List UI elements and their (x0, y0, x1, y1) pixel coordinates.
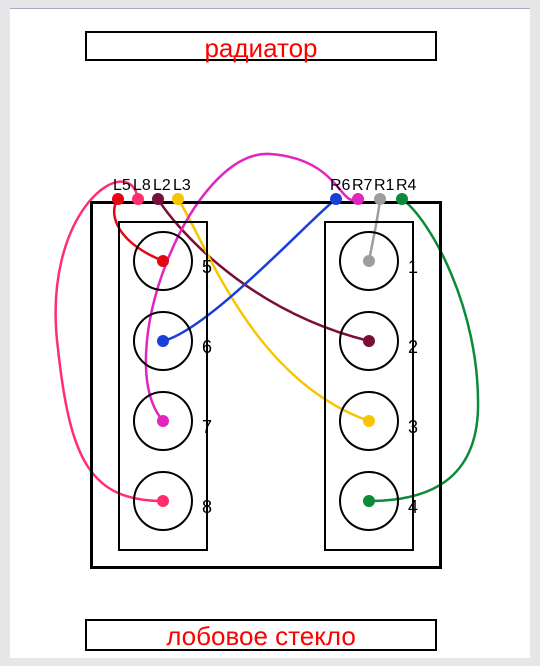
cylinder-7-number: 7 (202, 417, 212, 438)
cylinder-8-number: 8 (202, 497, 212, 518)
terminal-R6-dot (330, 193, 342, 205)
cylinder-4-number: 4 (408, 497, 418, 518)
cylinder-3-number: 3 (408, 417, 418, 438)
terminal-R1-dot (374, 193, 386, 205)
cylinder-1-number: 1 (408, 257, 418, 278)
terminal-R7-label: R7 (352, 177, 372, 195)
terminal-R1-label: R1 (374, 177, 394, 195)
cylinder-7-dot (157, 415, 169, 427)
terminal-R4-label: R4 (396, 177, 416, 195)
frame: радиатор 56781234 L5L8L2L3R6R7R1R4 лобов… (0, 0, 540, 666)
cylinder-6-dot (157, 335, 169, 347)
windshield-label: лобовое стекло (166, 621, 356, 651)
paper: радиатор 56781234 L5L8L2L3R6R7R1R4 лобов… (10, 8, 530, 658)
cylinder-2-number: 2 (408, 337, 418, 358)
terminal-R6-label: R6 (330, 177, 350, 195)
terminal-L2-dot (152, 193, 164, 205)
cylinder-2-dot (363, 335, 375, 347)
cylinder-5-dot (157, 255, 169, 267)
cylinder-5-number: 5 (202, 257, 212, 278)
windshield-label-box: лобовое стекло (85, 619, 437, 651)
terminal-L5-dot (112, 193, 124, 205)
cylinder-4-dot (363, 495, 375, 507)
terminal-L8-dot (132, 193, 144, 205)
cylinder-8-dot (157, 495, 169, 507)
terminal-R4-dot (396, 193, 408, 205)
cylinder-3-dot (363, 415, 375, 427)
cylinder-6-number: 6 (202, 337, 212, 358)
terminal-R7-dot (352, 193, 364, 205)
cylinder-1-dot (363, 255, 375, 267)
terminal-L3-dot (172, 193, 184, 205)
